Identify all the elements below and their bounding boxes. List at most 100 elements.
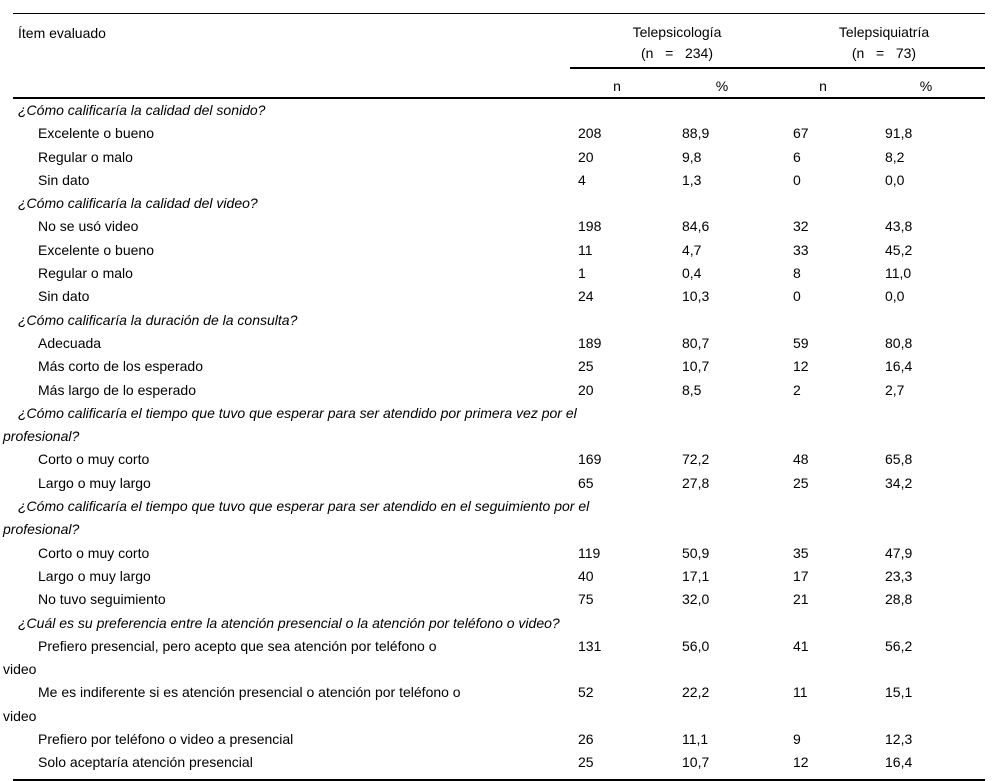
value-cell: 12 xyxy=(793,754,809,771)
item-label: Adecuada xyxy=(38,334,102,351)
value-cell: 80,7 xyxy=(682,334,710,351)
value-cell: 8 xyxy=(793,265,801,282)
value-cell: 9,8 xyxy=(682,148,702,165)
item-label: Más largo de lo esperado xyxy=(38,381,196,398)
item-label: Me es indiferente si es atención presenc… xyxy=(3,684,461,724)
value-cell: 35 xyxy=(793,544,809,561)
data-row: Largo o muy largo 40 17,1 17 23,3 xyxy=(13,565,985,588)
value-cell: 0,0 xyxy=(885,288,905,305)
value-cell: 12,3 xyxy=(885,731,913,748)
question-row: ¿Cuál es su preferencia entre la atenció… xyxy=(13,612,985,635)
value-cell: 91,8 xyxy=(885,125,913,142)
value-cell: 22,2 xyxy=(682,684,710,701)
data-row: Regular o malo 1 0,4 8 11,0 xyxy=(13,262,985,285)
value-cell: 2,7 xyxy=(885,381,905,398)
item-label: Excelente o bueno xyxy=(38,241,154,258)
data-row: Excelente o bueno 208 88,9 67 91,8 xyxy=(13,122,985,145)
value-cell: 32,0 xyxy=(682,591,710,608)
group-header-telepsicologia: Telepsicología (n = 234) xyxy=(567,22,787,64)
value-cell: 65 xyxy=(578,474,594,491)
results-table: Ítem evaluado Telepsicología (n = 234) T… xyxy=(3,13,985,781)
value-cell: 208 xyxy=(578,125,602,142)
question-row: ¿Cómo calificaría la calidad del video? xyxy=(13,192,985,215)
value-cell: 1 xyxy=(578,265,586,282)
value-cell: 1,3 xyxy=(682,171,702,188)
value-cell: 11 xyxy=(793,684,808,701)
value-cell: 189 xyxy=(578,334,602,351)
value-cell: 52 xyxy=(578,684,594,701)
question-label: ¿Cuál es su preferencia entre la atenció… xyxy=(18,614,560,631)
value-cell: 20 xyxy=(578,381,594,398)
value-cell: 8,5 xyxy=(682,381,702,398)
value-cell: 0 xyxy=(793,171,801,188)
item-label: Corto o muy corto xyxy=(38,544,150,561)
value-cell: 65,8 xyxy=(885,451,913,468)
value-cell: 27,8 xyxy=(682,474,710,491)
value-cell: 6 xyxy=(793,148,801,165)
value-cell: 47,9 xyxy=(885,544,913,561)
value-cell: 10,3 xyxy=(682,288,710,305)
value-cell: 56,0 xyxy=(682,637,710,654)
table-body: ¿Cómo calificaría la calidad del sonido?… xyxy=(3,99,985,781)
item-label: No se usó video xyxy=(38,218,139,235)
value-cell: 41 xyxy=(793,637,809,654)
data-row: Excelente o bueno 11 4,7 33 45,2 xyxy=(13,239,985,262)
item-label: Excelente o bueno xyxy=(38,125,154,142)
value-cell: 25 xyxy=(578,358,594,375)
value-cell: 26 xyxy=(578,731,594,748)
value-cell: 0,0 xyxy=(885,171,905,188)
value-cell: 11,0 xyxy=(885,265,912,282)
value-cell: 45,2 xyxy=(885,241,913,258)
item-column-header: Ítem evaluado xyxy=(18,25,106,41)
item-label: Prefiero presencial, pero acepto que sea… xyxy=(3,637,437,678)
value-cell: 21 xyxy=(793,591,809,608)
data-row: Sin dato 24 10,3 0 0,0 xyxy=(13,285,985,308)
item-label: Largo o muy largo xyxy=(38,567,151,584)
item-label: Largo o muy largo xyxy=(38,474,151,491)
question-label: ¿Cómo calificaría la calidad del sonido? xyxy=(18,102,266,118)
value-cell: 16,4 xyxy=(885,754,913,771)
value-cell: 17,1 xyxy=(682,567,710,584)
item-label: Prefiero por teléfono o video a presenci… xyxy=(38,731,294,748)
value-cell: 16,4 xyxy=(885,358,913,375)
group-header-rule xyxy=(570,67,985,69)
data-row: No tuvo seguimiento 75 32,0 21 28,8 xyxy=(13,588,985,611)
data-row: Largo o muy largo 65 27,8 25 34,2 xyxy=(13,472,985,495)
question-label: ¿Cómo calificaría la duración de la cons… xyxy=(18,311,298,328)
question-label: ¿Cómo calificaría la calidad del video? xyxy=(18,195,258,212)
question-row: ¿Cómo calificaría la calidad del sonido? xyxy=(13,99,985,122)
value-cell: 59 xyxy=(793,334,809,351)
value-cell: 80,8 xyxy=(885,334,913,351)
data-row: Regular o malo 20 9,8 6 8,2 xyxy=(13,146,985,169)
value-cell: 131 xyxy=(578,637,602,654)
value-cell: 43,8 xyxy=(885,218,913,235)
value-cell: 4,7 xyxy=(682,241,702,258)
group-sample-size: (n = 73) xyxy=(851,45,917,61)
data-row: Me es indiferente si es atención presenc… xyxy=(3,681,985,728)
value-cell: 10,7 xyxy=(682,358,710,375)
item-label: Regular o malo xyxy=(38,148,133,165)
data-row: Más largo de lo esperado 20 8,5 2 2,7 xyxy=(13,379,985,402)
item-label: Sin dato xyxy=(38,288,90,305)
item-label: Más corto de los esperado xyxy=(38,358,203,375)
value-cell: 84,6 xyxy=(682,218,710,235)
value-cell: 50,9 xyxy=(682,544,710,561)
column-header-pct-2: % xyxy=(919,78,933,94)
value-cell: 4 xyxy=(578,171,586,188)
value-cell: 169 xyxy=(578,451,602,468)
value-cell: 198 xyxy=(578,218,602,235)
value-cell: 12 xyxy=(793,358,809,375)
value-cell: 0,4 xyxy=(682,265,702,282)
group-title: Telepsiquiatría xyxy=(838,24,930,40)
group-sample-size: (n = 234) xyxy=(641,45,713,61)
value-cell: 11 xyxy=(578,241,593,258)
group-header-telepsiquiatria: Telepsiquiatría (n = 73) xyxy=(774,22,994,64)
item-label: Regular o malo xyxy=(38,265,133,282)
value-cell: 9 xyxy=(793,731,801,748)
question-row: ¿Cómo calificaría la duración de la cons… xyxy=(13,309,985,332)
data-row: Adecuada 189 80,7 59 80,8 xyxy=(13,332,985,355)
data-row: Corto o muy corto 169 72,2 48 65,8 xyxy=(13,448,985,471)
value-cell: 56,2 xyxy=(885,637,913,654)
value-cell: 11,1 xyxy=(682,731,709,748)
data-row: Corto o muy corto 119 50,9 35 47,9 xyxy=(13,542,985,565)
